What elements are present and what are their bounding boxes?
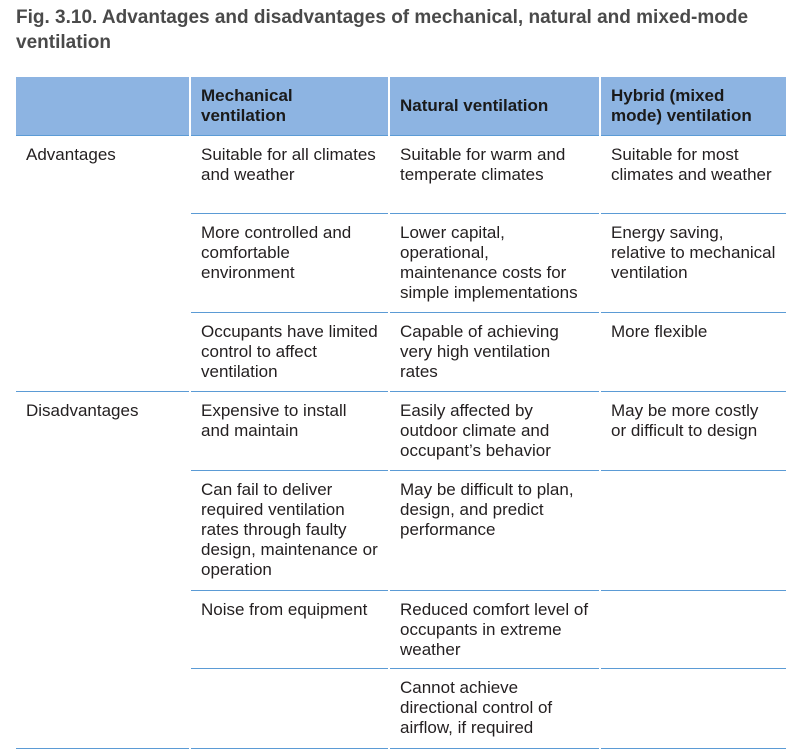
table-row: Disadvantages Expensive to install and m… [16,391,786,471]
hybrid-cell [599,590,786,669]
mechanical-cell: Expensive to install and maintain [189,391,389,471]
natural-cell: Reduced comfort level of occupants in ex… [388,590,600,669]
mechanical-cell: Occupants have limited control to affect… [189,312,389,392]
category-cell [16,313,190,392]
table-row: Noise from equipment Reduced comfort lev… [16,590,786,669]
category-cell [16,591,190,669]
mechanical-cell: Can fail to deliver required ventilation… [189,470,389,591]
natural-cell: Lower capital, operational, maintenance … [388,213,600,313]
header-row: Mechanical ventilation Natural ventilati… [16,77,786,136]
natural-cell: Suitable for warm and temperate climates [388,135,600,214]
table-row: Can fail to deliver required ventilation… [16,470,786,591]
category-cell [16,668,190,749]
hybrid-cell [599,470,786,591]
mechanical-cell [189,668,389,749]
hybrid-cell: More flexible [599,312,786,392]
header-mechanical: Mechanical ventilation [189,77,389,136]
table-row: Advantages Suitable for all climates and… [16,135,786,214]
header-empty [16,77,190,136]
figure-title: Fig. 3.10. Advantages and disadvantages … [16,7,749,53]
hybrid-cell: May be more costly or difficult to desig… [599,391,786,471]
hybrid-cell [599,668,786,749]
table-row: Occupants have limited control to affect… [16,312,786,392]
table-row: Cannot achieve directional control of ai… [16,668,786,749]
hybrid-cell: Energy saving, relative to mechanical ve… [599,213,786,313]
ventilation-comparison-table: Mechanical ventilation Natural ventilati… [16,77,786,749]
natural-cell: Easily affected by outdoor climate and o… [388,391,600,471]
header-hybrid: Hybrid (mixed mode) ventilation [599,77,786,136]
category-cell: Advantages [16,135,190,214]
mechanical-cell: More controlled and comfortable environm… [189,213,389,313]
table-row: More controlled and comfortable environm… [16,213,786,313]
category-cell [16,471,190,591]
header-natural: Natural ventilation [388,77,600,136]
hybrid-cell: Suitable for most climates and weather [599,135,786,214]
category-cell: Disadvantages [16,391,190,471]
natural-cell: Capable of achieving very high ventilati… [388,312,600,392]
category-cell [16,214,190,313]
natural-cell: Cannot achieve directional control of ai… [388,668,600,749]
mechanical-cell: Noise from equipment [189,590,389,669]
natural-cell: May be difficult to plan, design, and pr… [388,470,600,591]
mechanical-cell: Suitable for all climates and weather [189,135,389,214]
